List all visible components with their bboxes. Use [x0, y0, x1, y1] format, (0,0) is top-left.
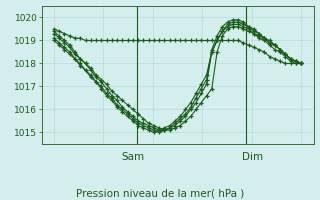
Text: Pression niveau de la mer( hPa ): Pression niveau de la mer( hPa ) — [76, 188, 244, 198]
Text: Dim: Dim — [242, 152, 263, 162]
Text: Sam: Sam — [121, 152, 144, 162]
